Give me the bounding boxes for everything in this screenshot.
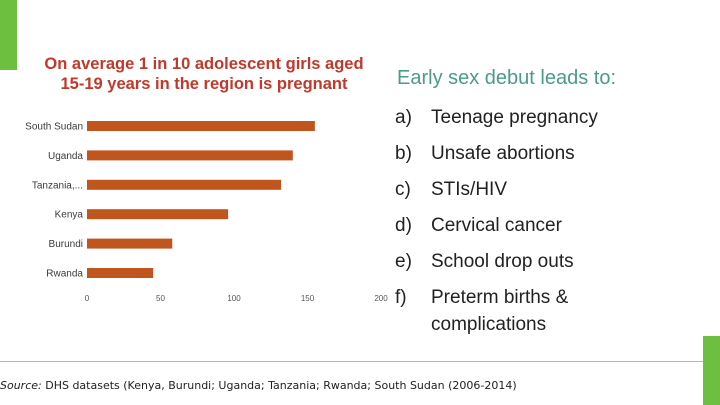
category-label: Uganda [48, 151, 83, 162]
chart-title: On average 1 in 10 adolescent girls aged… [44, 55, 364, 93]
value-label: 96 [214, 210, 226, 221]
outcome-text: Teenage pregnancy [431, 107, 598, 128]
outcome-marker: a) [395, 107, 412, 128]
source-note: Source: DHS datasets (Kenya, Burundi; Ug… [0, 379, 517, 392]
x-tick-label: 100 [227, 294, 241, 303]
x-tick-label: 0 [85, 294, 90, 303]
x-tick-label: 150 [301, 294, 315, 303]
category-label: Rwanda [46, 269, 83, 280]
bar-0 [87, 121, 315, 131]
bar-chart: South Sudan 155 Uganda 140 Tanzania,... 132 Ke… [25, 121, 388, 303]
outcome-text: Cervical cancer [431, 215, 562, 236]
category-label: South Sudan [25, 122, 83, 133]
right-accent-bar [703, 336, 720, 405]
source-lead: Source: [0, 379, 42, 392]
outcome-item: f) Preterm births & complications [395, 284, 671, 338]
outcome-marker: c) [395, 179, 411, 200]
value-label: 58 [158, 239, 170, 250]
x-tick-label: 50 [156, 294, 165, 303]
outcome-text: STIs/HIV [431, 179, 508, 200]
outcome-marker: d) [395, 215, 412, 236]
value-label: 132 [261, 180, 278, 191]
outcome-marker: b) [395, 143, 412, 164]
outcome-marker: f) [395, 287, 407, 308]
outcome-text: Unsafe abortions [431, 143, 575, 164]
footer-divider [0, 361, 703, 362]
outcome-text: Preterm births & complications [431, 287, 569, 335]
outcomes-list: a) Teenage pregnancy b) Unsafe abortions c… [395, 104, 671, 347]
outcome-item: d) Cervical cancer [395, 212, 671, 239]
value-label: 155 [295, 122, 312, 133]
outcome-item: a) Teenage pregnancy [395, 104, 671, 131]
value-label: 140 [273, 151, 290, 162]
left-accent-bar [0, 0, 17, 70]
bar-3 [87, 209, 229, 220]
outcome-marker: e) [395, 251, 412, 272]
bar-5 [87, 268, 154, 278]
outcome-item: b) Unsafe abortions [395, 140, 671, 167]
value-label: 45 [139, 269, 151, 280]
outcome-item: e) School drop outs [395, 248, 671, 275]
bar-1 [87, 150, 293, 161]
outcome-text: School drop outs [431, 251, 574, 272]
category-label: Tanzania,... [32, 180, 83, 191]
bar-2 [87, 179, 282, 190]
outcome-item: c) STIs/HIV [395, 176, 671, 203]
category-label: Kenya [55, 210, 84, 221]
category-label: Burundi [49, 239, 83, 250]
bar-4 [87, 238, 173, 249]
x-tick-label: 200 [374, 294, 388, 303]
outcomes-title: Early sex debut leads to: [397, 67, 617, 89]
source-text: DHS datasets (Kenya, Burundi; Uganda; Ta… [41, 379, 517, 392]
